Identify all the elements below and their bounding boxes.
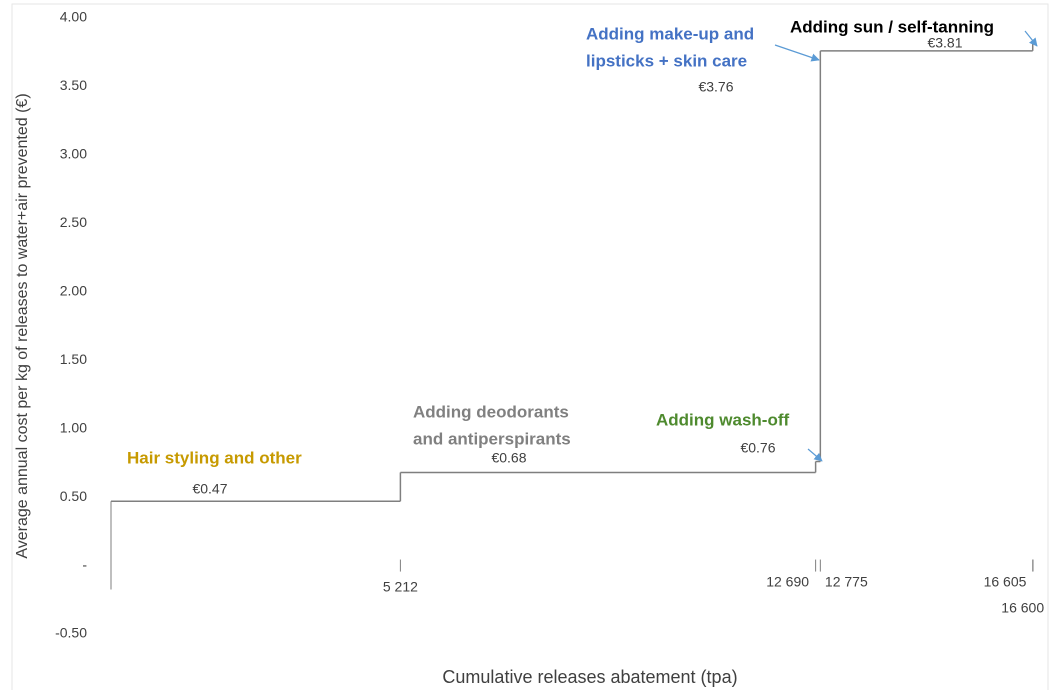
value-label: €0.68	[491, 450, 526, 466]
x-tick-label: 16 600	[1001, 599, 1044, 615]
y-tick-label: 1.00	[60, 419, 87, 435]
y-tick-label: 3.50	[60, 77, 87, 93]
x-axis-label: Cumulative releases abatement (tpa)	[442, 667, 737, 687]
x-tick-label: 12 775	[825, 573, 868, 589]
y-tick-label: 4.00	[60, 9, 87, 25]
annotation: Adding deodorants	[413, 402, 569, 421]
x-tick-label: 16 605	[984, 573, 1027, 589]
y-axis-label: Average annual cost per kg of releases t…	[14, 93, 31, 558]
value-label: €3.81	[927, 35, 962, 51]
y-tick-label: 0.50	[60, 488, 87, 504]
annotation: Adding sun / self-tanning	[790, 17, 994, 36]
annotation: and antiperspirants	[413, 429, 571, 448]
value-label: €0.76	[740, 440, 775, 456]
annotation: Adding wash-off	[656, 410, 789, 429]
y-tick-label: 1.50	[60, 351, 87, 367]
y-tick-label: 2.00	[60, 282, 87, 298]
y-tick-label: 3.00	[60, 146, 87, 162]
value-label: €0.47	[192, 481, 227, 497]
annotation: Hair styling and other	[127, 448, 302, 467]
x-tick-label: 5 212	[383, 578, 418, 594]
x-tick-label: 12 690	[766, 573, 809, 589]
y-tick-label: -	[82, 556, 87, 572]
value-label: €3.76	[698, 79, 733, 95]
annotation: Adding make-up and	[586, 24, 754, 43]
annotation-arrow	[1024, 30, 1038, 47]
annotation: lipsticks + skin care	[586, 51, 747, 70]
y-tick-label: -0.50	[55, 625, 87, 641]
y-tick-label: 2.50	[60, 214, 87, 230]
annotation-arrow	[807, 448, 823, 462]
annotation-arrow	[774, 44, 820, 62]
chart-frame	[11, 3, 1049, 690]
